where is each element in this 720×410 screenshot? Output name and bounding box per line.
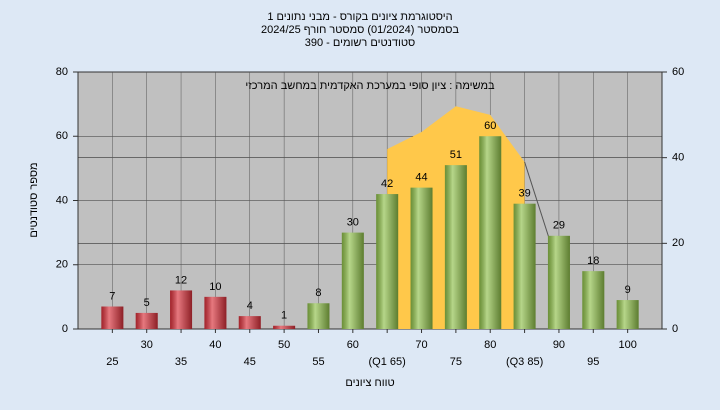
chart-title: היסטוגרמת ציונים בקורס - מבני נתונים 1 — [267, 11, 452, 23]
value-label: 39 — [518, 188, 530, 200]
value-label: 10 — [209, 281, 221, 293]
x-tick-label: 95 — [587, 356, 599, 368]
bar-shade — [479, 136, 502, 329]
y2-tick-label: 40 — [672, 152, 684, 164]
x-tick-label: 35 — [175, 356, 187, 368]
x-tick-label: 30 — [141, 339, 153, 351]
value-label: 9 — [625, 284, 631, 296]
value-label: 5 — [144, 297, 150, 309]
bar-shade — [204, 296, 227, 329]
value-label: 29 — [553, 220, 565, 232]
bar-shade — [273, 325, 296, 329]
value-label: 8 — [315, 287, 321, 299]
y2-tick-label: 0 — [672, 323, 678, 335]
value-label: 4 — [247, 300, 253, 312]
x-tick-label: (Q3 85) — [506, 356, 543, 368]
x-axis-label: טווח ציונים — [345, 377, 394, 389]
bar-shade — [101, 306, 124, 329]
value-label: 42 — [381, 178, 393, 190]
chart-subtitle: בסמסטר (01/2024) סמסטר חורף 2024/25 — [261, 24, 459, 36]
y-tick-label: 0 — [62, 323, 68, 335]
bar-shade — [616, 300, 639, 329]
x-tick-label: 40 — [209, 339, 221, 351]
bar-shade — [135, 312, 158, 329]
value-label: 60 — [484, 120, 496, 132]
x-tick-label: 70 — [415, 339, 427, 351]
x-tick-label: 90 — [553, 339, 565, 351]
value-label: 51 — [450, 149, 462, 161]
value-label: 7 — [109, 290, 115, 302]
bar-shade — [307, 303, 330, 329]
y-tick-label: 40 — [56, 194, 68, 206]
x-tick-label: 80 — [484, 339, 496, 351]
bar-shade — [238, 316, 261, 329]
x-tick-label: (Q1 65) — [369, 356, 406, 368]
bar-shade — [547, 235, 570, 329]
value-label: 12 — [175, 274, 187, 286]
x-tick-label: 55 — [312, 356, 324, 368]
value-label: 30 — [347, 217, 359, 229]
bar-shade — [582, 271, 605, 329]
y-tick-label: 20 — [56, 259, 68, 271]
bar-shade — [376, 194, 399, 329]
y-tick-label: 80 — [56, 66, 68, 78]
x-tick-label: 45 — [244, 356, 256, 368]
bar-shade — [513, 203, 536, 329]
y2-tick-label: 20 — [672, 237, 684, 249]
bar-shade — [170, 290, 193, 329]
value-label: 44 — [415, 172, 427, 184]
x-tick-label: 75 — [450, 356, 462, 368]
y-tick-label: 60 — [56, 130, 68, 142]
x-tick-label: 25 — [106, 356, 118, 368]
bar-shade — [444, 165, 467, 329]
bar-shade — [341, 232, 364, 329]
annotation: במשימה : ציון סופי במערכת האקדמית במחשב … — [245, 80, 495, 92]
value-label: 18 — [587, 255, 599, 267]
y-axis-label: מספר סטודנטים — [28, 162, 40, 237]
value-label: 1 — [281, 310, 287, 322]
chart-subtitle: סטודנטים רשומים - 390 — [305, 37, 416, 49]
x-tick-label: 60 — [347, 339, 359, 351]
y2-tick-label: 60 — [672, 66, 684, 78]
x-tick-label: 50 — [278, 339, 290, 351]
x-tick-label: 100 — [618, 339, 636, 351]
bar-shade — [410, 187, 433, 329]
